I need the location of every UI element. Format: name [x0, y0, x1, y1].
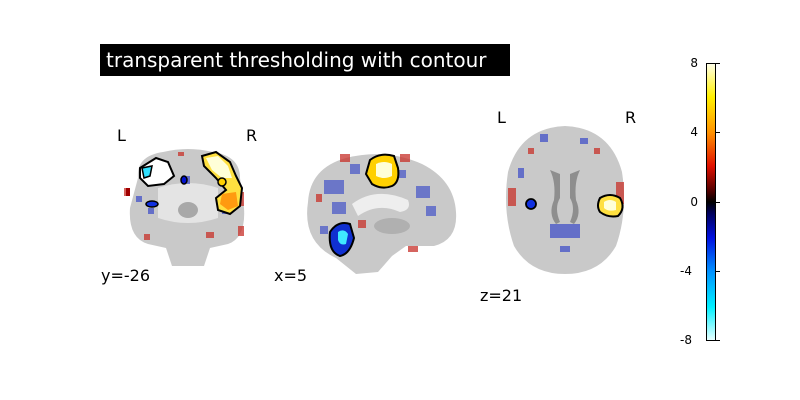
axial-brain-slice: [506, 126, 624, 274]
sagittal-brain-slice: [307, 153, 457, 274]
colorbar-tick-label: -4: [680, 264, 692, 278]
coronal-coordinate: y=-26: [101, 266, 151, 285]
coronal-right-label: R: [246, 126, 258, 145]
colorbar-tick-mark: [716, 132, 720, 133]
sagittal-coordinate: x=5: [274, 266, 308, 285]
colorbar-tick-mark: [716, 340, 720, 341]
colorbar-tick-label: 8: [690, 56, 698, 70]
axial-left-label: L: [497, 108, 506, 127]
coronal-left-label: L: [117, 126, 126, 145]
coronal-brain-slice: [124, 149, 245, 266]
figure-title: transparent thresholding with contour: [100, 44, 510, 76]
colorbar-tick-label: 0: [690, 195, 698, 209]
colorbar: [706, 63, 716, 341]
colorbar-tick-mark: [716, 202, 720, 203]
colorbar-tick-mark: [716, 63, 720, 64]
colorbar-tick-label: 4: [690, 125, 698, 139]
axial-right-label: R: [625, 108, 637, 127]
axial-coordinate: z=21: [480, 286, 523, 305]
colorbar-tick-label: -8: [680, 333, 692, 347]
colorbar-tick-mark: [716, 271, 720, 272]
